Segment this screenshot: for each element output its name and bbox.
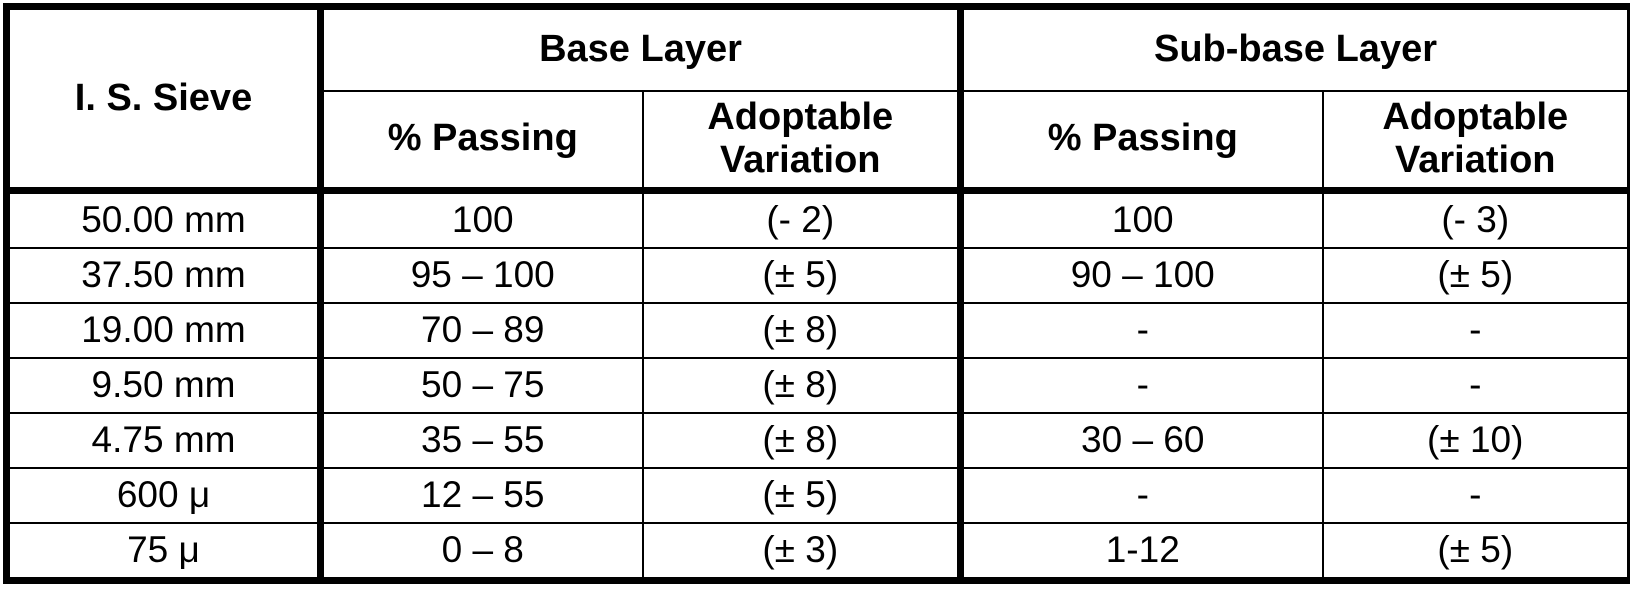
value-cell: (± 8)	[641, 302, 964, 359]
gradation-table: I. S. Sieve Base Layer Sub-base Layer % …	[3, 3, 1630, 584]
value-cell: -	[959, 302, 1324, 359]
sub-header: % Passing	[959, 89, 1324, 194]
value-cell: (± 5)	[1321, 247, 1630, 304]
value-cell: 1-12	[959, 522, 1324, 584]
data-row: 600 μ 12 – 55 (± 5) - -	[3, 467, 1630, 524]
value-cell: (± 3)	[641, 522, 964, 584]
sieve-cell: 600 μ	[3, 467, 324, 524]
sub-header: % Passing	[319, 89, 644, 194]
data-row: 19.00 mm 70 – 89 (± 8) - -	[3, 302, 1630, 359]
sieve-cell: 37.50 mm	[3, 247, 324, 304]
value-cell: 70 – 89	[319, 302, 644, 359]
sieve-cell: 75 μ	[3, 522, 324, 584]
value-cell: (± 8)	[641, 357, 964, 414]
header-cell: I. S. Sieve	[3, 3, 324, 194]
value-cell: 12 – 55	[319, 467, 644, 524]
sieve-cell: 19.00 mm	[3, 302, 324, 359]
sieve-cell: 9.50 mm	[3, 357, 324, 414]
value-cell: -	[1321, 302, 1630, 359]
sieve-cell: 50.00 mm	[3, 189, 324, 249]
data-row: 4.75 mm 35 – 55 (± 8) 30 – 60 (± 10)	[3, 412, 1630, 469]
sub-header: Adoptable Variation	[641, 89, 964, 194]
header-row: % Passing Adoptable Variation % Passing …	[7, 89, 1630, 194]
value-cell: -	[959, 357, 1324, 414]
value-cell: 90 – 100	[959, 247, 1324, 304]
sieve-cell: 4.75 mm	[3, 412, 324, 469]
value-cell: (± 8)	[641, 412, 964, 469]
header-row: I. S. Sieve Base Layer Sub-base Layer	[3, 3, 1630, 194]
value-cell: 0 – 8	[319, 522, 644, 584]
group-header: Base Layer	[319, 3, 964, 92]
sub-header: Adoptable Variation	[1321, 89, 1630, 194]
value-cell: -	[1321, 467, 1630, 524]
value-cell: 30 – 60	[959, 412, 1324, 469]
value-cell: (± 5)	[641, 247, 964, 304]
table-body: 50.00 mm 100 (- 2) 100 (- 3) 37.50 mm 95 – 100…	[3, 189, 1630, 584]
value-cell: 50 – 75	[319, 357, 644, 414]
page-body: I. S. Sieve Base Layer Sub-base Layer % …	[0, 3, 1630, 600]
value-cell: (± 5)	[641, 467, 964, 524]
value-cell: (- 3)	[1321, 189, 1630, 249]
data-row: 37.50 mm 95 – 100 (± 5) 90 – 100 (± 5)	[3, 247, 1630, 304]
value-cell: -	[959, 467, 1324, 524]
value-cell: (± 5)	[1321, 522, 1630, 584]
value-cell: -	[1321, 357, 1630, 414]
table-header: I. S. Sieve Base Layer Sub-base Layer % …	[3, 3, 1630, 194]
value-cell: 95 – 100	[319, 247, 644, 304]
value-cell: (± 10)	[1321, 412, 1630, 469]
value-cell: 100	[319, 189, 644, 249]
value-cell: 100	[959, 189, 1324, 249]
data-row: 9.50 mm 50 – 75 (± 8) - -	[3, 357, 1630, 414]
data-row: 50.00 mm 100 (- 2) 100 (- 3)	[3, 189, 1630, 249]
value-cell: 35 – 55	[319, 412, 644, 469]
group-header: Sub-base Layer	[959, 3, 1630, 92]
value-cell: (- 2)	[641, 189, 964, 249]
